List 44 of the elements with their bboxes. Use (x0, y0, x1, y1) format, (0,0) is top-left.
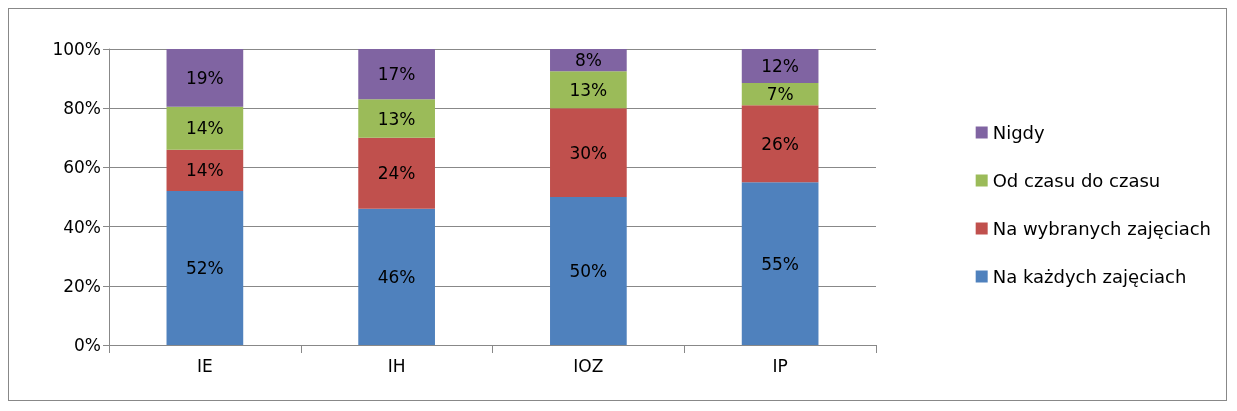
y-tick-label: 100% (52, 39, 101, 59)
data-label: 24% (377, 163, 416, 184)
data-label: 55% (761, 253, 800, 274)
x-tick-label: IH (387, 355, 406, 376)
bar (166, 49, 244, 107)
legend-label: Na wybranych zajęciach (992, 218, 1212, 239)
bar (166, 106, 244, 150)
data-label: 13% (377, 108, 416, 129)
bar (741, 182, 819, 345)
legend-label: Nigdy (992, 122, 1045, 143)
data-label: 14% (185, 118, 224, 139)
y-tick-label: 40% (63, 216, 101, 237)
data-label: 50% (569, 261, 608, 281)
legend-label: Na każdych zajęciach (992, 266, 1187, 287)
data-label: 52% (185, 258, 224, 279)
bar (358, 49, 435, 100)
y-tick-label: 80% (63, 98, 101, 119)
y-tick-label: 0% (74, 335, 101, 355)
bar (358, 208, 435, 345)
data-label: 17% (377, 64, 416, 85)
bar (166, 149, 244, 192)
y-tick-label: 20% (63, 275, 101, 296)
data-label: 19% (185, 67, 224, 88)
data-label: 14% (185, 160, 224, 181)
legend-label: Od czasu do czasu (992, 170, 1161, 191)
bar (166, 191, 244, 345)
bar (550, 108, 627, 197)
bar (741, 105, 819, 183)
data-label: 7% (766, 84, 794, 105)
y-tick-label: 60% (63, 157, 101, 178)
bar (550, 71, 627, 109)
x-tick-label: IOZ (573, 355, 604, 376)
bar (358, 99, 435, 138)
data-label: 30% (569, 142, 608, 163)
x-tick-label: IP (772, 355, 788, 376)
x-tick-label: IE (196, 355, 213, 376)
bar (550, 197, 627, 345)
data-label: 46% (377, 266, 416, 287)
bar (358, 137, 435, 209)
data-label: 26% (761, 133, 800, 154)
bar (741, 49, 819, 84)
data-label: 8% (574, 50, 602, 71)
data-label: 12% (761, 56, 800, 77)
data-label: 13% (569, 79, 608, 100)
